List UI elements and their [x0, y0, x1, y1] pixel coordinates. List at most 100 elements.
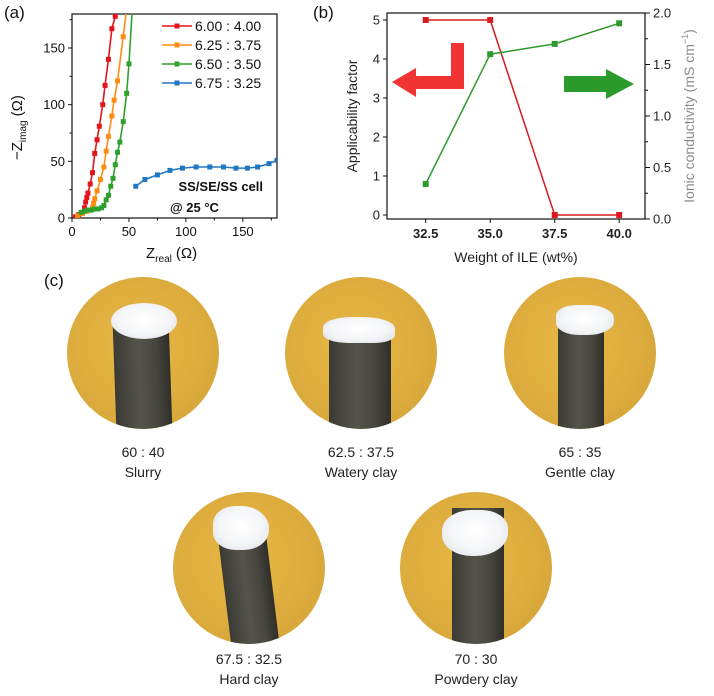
data-point — [112, 162, 118, 168]
photo-caption-ratio: 67.5 : 32.5 — [215, 651, 283, 667]
data-point — [112, 14, 118, 19]
data-point — [220, 164, 226, 170]
data-point — [75, 213, 81, 218]
data-point — [94, 137, 100, 143]
chart-b-ylabel-right-sup: −1 — [680, 34, 690, 44]
y-right-tick-label: 2.0 — [653, 6, 671, 21]
chart-a-ylabel-unit: (Ω) — [9, 95, 26, 116]
data-point — [91, 200, 97, 206]
chart-b-xlabel: Weight of ILE (wt%) — [454, 249, 577, 265]
data-point — [117, 139, 123, 145]
panel-label-b: (b) — [313, 3, 334, 22]
data-point — [120, 119, 126, 125]
data-point — [103, 197, 109, 203]
data-point — [111, 97, 117, 103]
data-point — [266, 161, 272, 167]
data-point — [103, 148, 109, 154]
chart-b-ylabel-left: Applicability factor — [344, 59, 360, 172]
data-point — [207, 164, 213, 170]
photo-caption-label: Gentle clay — [544, 464, 616, 480]
data-point — [616, 20, 623, 27]
data-point — [487, 17, 494, 23]
chart-a-annotation-temp: @ 25 °C — [170, 200, 220, 215]
y-tick-label: 100 — [43, 97, 65, 112]
series-line-1 — [425, 22, 620, 185]
x-tick-label: 32.5 — [413, 226, 438, 241]
chart-a-xlabel-unit: (Ω) — [176, 245, 197, 262]
data-point — [90, 170, 95, 176]
chart-a-impedance: 0 50 100 150 0 50 100 150 6.00 : 4.00 6.25 : 3.7… — [9, 13, 278, 265]
y-right-tick-label: 1.5 — [653, 57, 671, 72]
electrolyte-paste — [556, 305, 614, 335]
data-point — [109, 113, 115, 119]
data-point — [616, 212, 623, 218]
legend-label: 6.25 : 3.75 — [195, 37, 261, 53]
data-point — [87, 181, 93, 187]
data-point — [120, 34, 126, 40]
data-point — [126, 61, 132, 67]
y-tick-label: 0 — [58, 211, 65, 226]
chart-a-plot-frame — [71, 13, 278, 219]
data-point — [95, 206, 101, 212]
x-tick-label: 50 — [122, 224, 136, 239]
data-point — [101, 203, 107, 209]
data-point — [142, 176, 148, 182]
chart-b-ylabel-right-close: ) — [681, 29, 697, 34]
photo-caption-label: Powdery clay — [434, 671, 518, 687]
data-point — [88, 207, 94, 213]
data-point — [105, 56, 111, 62]
photo-watery-clay — [285, 277, 437, 429]
data-point — [82, 208, 88, 214]
y-left-tick-label: 2 — [373, 130, 380, 145]
data-point — [84, 195, 90, 201]
electrolyte-paste — [323, 317, 395, 343]
data-point — [92, 196, 98, 202]
data-point — [105, 192, 111, 198]
x-tick-label: 150 — [232, 224, 254, 239]
x-tick-label: 0 — [68, 224, 75, 239]
data-point — [85, 190, 91, 196]
electrolyte-paste — [111, 303, 177, 339]
chart-b-ylabel-right-main: Ionic conductivity (mS cm — [681, 44, 697, 203]
data-point — [124, 90, 130, 96]
data-point — [102, 82, 108, 88]
data-point — [422, 180, 429, 187]
legend-marker — [174, 23, 180, 29]
data-point — [97, 176, 103, 182]
data-point — [92, 206, 98, 212]
legend-label: 6.75 : 3.25 — [195, 75, 261, 91]
chart-a-ylabel-sub: imag — [18, 120, 29, 142]
chart-a-annotation-cell: SS/SE/SS cell — [178, 179, 263, 194]
x-tick-label: 100 — [175, 224, 197, 239]
data-point — [105, 133, 111, 139]
data-point — [115, 149, 121, 155]
rod — [329, 333, 391, 429]
data-point — [133, 183, 139, 189]
data-point — [274, 157, 277, 163]
y-left-tick-label: 5 — [373, 13, 380, 28]
photo-caption-label: Hard clay — [219, 671, 279, 687]
photo-hard-clay — [173, 492, 325, 644]
arrow-right-icon — [564, 69, 634, 99]
legend-marker — [174, 61, 180, 67]
y-right-tick-label: 1.0 — [653, 109, 671, 124]
y-left-tick-label: 0 — [373, 208, 380, 223]
photo-gentle-clay — [504, 277, 656, 429]
photo-caption-ratio: 60 : 40 — [121, 444, 165, 460]
panel-label-a: (a) — [4, 3, 25, 22]
data-point — [96, 123, 102, 129]
data-point — [82, 205, 88, 211]
data-point — [78, 209, 84, 215]
chart-a-xlabel: Zreal (Ω) — [146, 245, 197, 265]
data-point — [94, 188, 100, 194]
legend-marker — [174, 80, 180, 86]
y-left-tick-label: 1 — [373, 169, 380, 184]
data-point — [233, 165, 239, 171]
data-point — [109, 26, 115, 32]
chart-b-applicability: 32.5 35.0 37.5 40.0 0 1 2 3 4 5 0.0 0.5 1.0 1.5 2.0 We… — [344, 6, 697, 266]
y-left-tick-label: 4 — [373, 52, 380, 67]
rod — [558, 317, 604, 429]
data-point — [167, 167, 173, 173]
photo-caption-label: Slurry — [124, 464, 162, 480]
series-line-0 — [425, 19, 620, 216]
